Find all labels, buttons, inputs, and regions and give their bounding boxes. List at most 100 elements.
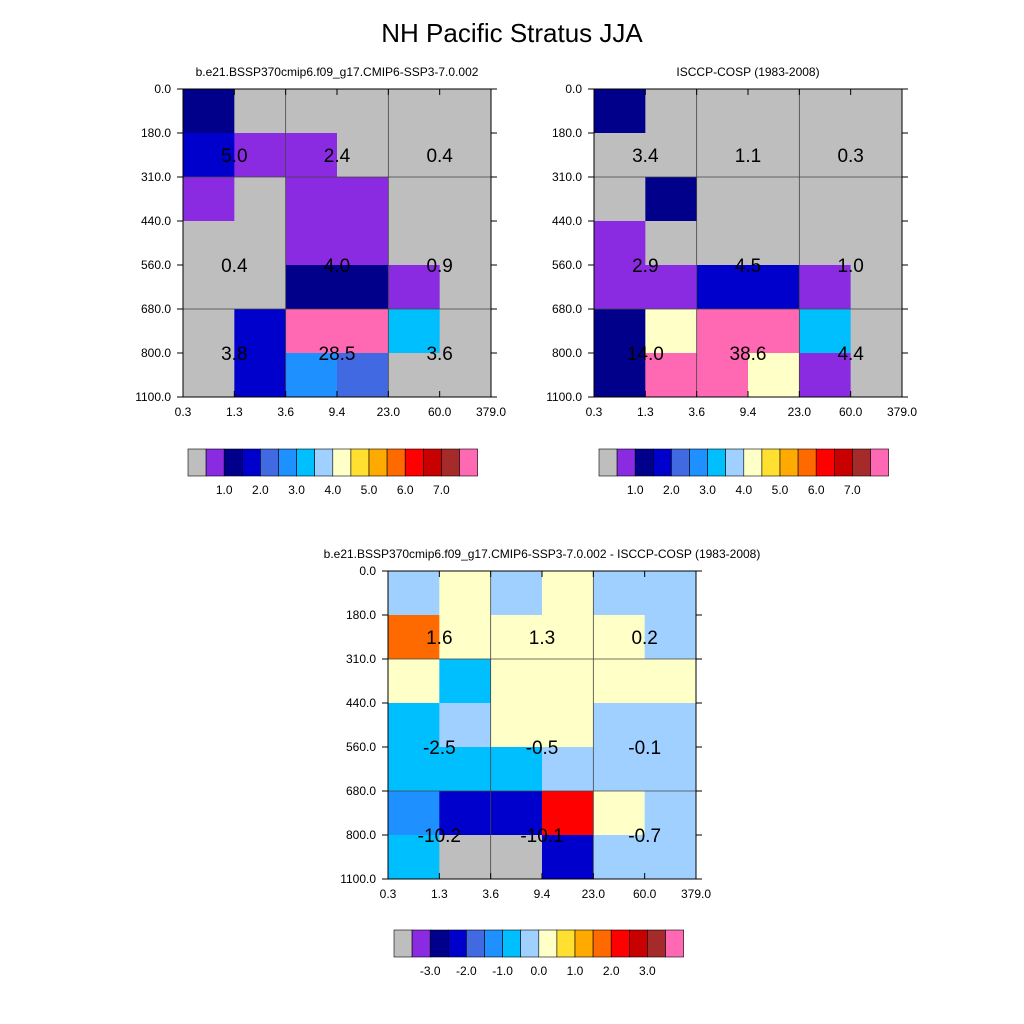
heatmap-cell (234, 89, 287, 134)
heatmap-cell (850, 353, 903, 398)
heatmap-cell (439, 265, 492, 310)
colorbar-swatch (610, 929, 630, 958)
box-value-label: 4.4 (837, 344, 864, 365)
box-value-label: 0.4 (221, 256, 248, 277)
box-value-label: 28.5 (319, 344, 356, 365)
heatmap-cell (234, 133, 287, 178)
heatmap-cell (850, 177, 903, 222)
heatmap-cell (234, 265, 287, 310)
heatmap-cell (285, 133, 338, 178)
box-value-label: 4.0 (324, 256, 350, 277)
heatmap-cell (593, 659, 646, 704)
box-value-label: 1.6 (426, 628, 452, 649)
y-tick-label: 1100.0 (135, 390, 171, 404)
heatmap-cell (388, 177, 441, 222)
heatmap-cell (594, 353, 646, 398)
x-tick-label: 0.3 (380, 887, 397, 901)
box-value-label: 1.3 (529, 628, 555, 649)
colorbar-swatch (386, 448, 406, 477)
heatmap-cell (490, 747, 543, 792)
heatmap-cell (388, 791, 440, 836)
x-tick-label: 379.0 (887, 405, 917, 419)
heatmap-cell (644, 703, 697, 748)
heatmap-cell (439, 747, 492, 792)
panel-3: b.e21.BSSP370cmip6.f09_g17.CMIP6-SSP3-7.… (324, 547, 761, 978)
heatmap-cell (183, 265, 235, 310)
heatmap-cell (644, 571, 697, 616)
y-tick-label: 0.0 (359, 564, 376, 578)
colorbar-swatch (852, 448, 871, 477)
colorbar-label: -3.0 (420, 964, 441, 978)
heatmap-cell (542, 835, 594, 880)
y-tick-label: 440.0 (346, 696, 376, 710)
colorbar-swatch (815, 448, 835, 477)
heatmap-cell (388, 309, 441, 354)
panel-1: b.e21.BSSP370cmip6.f09_g17.CMIP6-SSP3-7.… (135, 65, 506, 497)
heatmap-cell (337, 265, 389, 310)
heatmap-cell (234, 221, 287, 266)
y-tick-label: 800.0 (346, 828, 376, 842)
colorbar-label: 6.0 (808, 483, 825, 497)
colorbar-label: 6.0 (397, 483, 414, 497)
x-tick-label: 23.0 (788, 405, 812, 419)
y-tick-label: 680.0 (346, 784, 376, 798)
heatmap-cell (183, 309, 235, 354)
heatmap-cell (337, 221, 389, 266)
heatmap-cell (490, 835, 543, 880)
colorbar-label: 1.0 (216, 483, 233, 497)
colorbar-swatch (761, 448, 781, 477)
heatmap-cell (593, 747, 646, 792)
y-tick-label: 310.0 (141, 170, 171, 184)
box-value-label: 1.1 (735, 146, 761, 167)
heatmap-cell (337, 177, 389, 222)
colorbar-label: 5.0 (772, 483, 789, 497)
heatmap-cell (799, 133, 852, 178)
heatmap-cell (799, 177, 852, 222)
heatmap-cell (850, 309, 903, 354)
heatmap-cell (439, 659, 492, 704)
colorbar-swatch (411, 929, 431, 958)
heatmap-cell (696, 265, 749, 310)
colorbar-label: 1.0 (567, 964, 584, 978)
colorbar-swatch (671, 448, 690, 477)
heatmap-cell (388, 265, 441, 310)
y-tick-label: 560.0 (552, 258, 582, 272)
heatmap-cell (337, 353, 389, 398)
box-value-label: 2.4 (324, 146, 351, 167)
x-tick-label: 9.4 (534, 887, 551, 901)
colorbar-swatch (592, 929, 612, 958)
heatmap-cell (748, 177, 800, 222)
colorbar-swatch (260, 448, 279, 477)
y-tick-label: 680.0 (141, 302, 171, 316)
heatmap-cell (748, 133, 800, 178)
box-value-label: -0.1 (628, 738, 661, 759)
colorbar-swatch (429, 929, 449, 958)
heatmap-cell (490, 571, 543, 616)
heatmap-cell (183, 133, 235, 178)
heatmap-cell (799, 353, 852, 398)
y-tick-label: 800.0 (141, 346, 171, 360)
heatmap-cell (593, 615, 646, 660)
colorbar-swatch (556, 929, 576, 958)
heatmap-cell (645, 133, 698, 178)
colorbar-swatch (743, 448, 763, 477)
heatmap-cell (696, 89, 749, 134)
colorbar-label: 0.0 (530, 964, 547, 978)
heatmap-cell (850, 133, 903, 178)
colorbar-label: 7.0 (844, 483, 861, 497)
box-value-label: 2.9 (632, 256, 658, 277)
colorbar-swatch (314, 448, 334, 477)
colorbar-swatch (652, 448, 672, 477)
panel-title: ISCCP-COSP (1983-2008) (676, 65, 819, 79)
heatmap-cell (439, 791, 492, 836)
y-tick-label: 180.0 (552, 126, 582, 140)
box-value-label: -2.5 (423, 738, 456, 759)
colorbar-label: 4.0 (735, 483, 752, 497)
y-tick-label: 0.0 (154, 82, 171, 96)
colorbar-swatch (647, 929, 666, 958)
heatmap-cell (594, 309, 646, 354)
colorbar-swatch (422, 448, 442, 477)
colorbar-swatch (459, 448, 478, 477)
heatmap-cell (388, 133, 441, 178)
colorbar-label: 2.0 (252, 483, 269, 497)
